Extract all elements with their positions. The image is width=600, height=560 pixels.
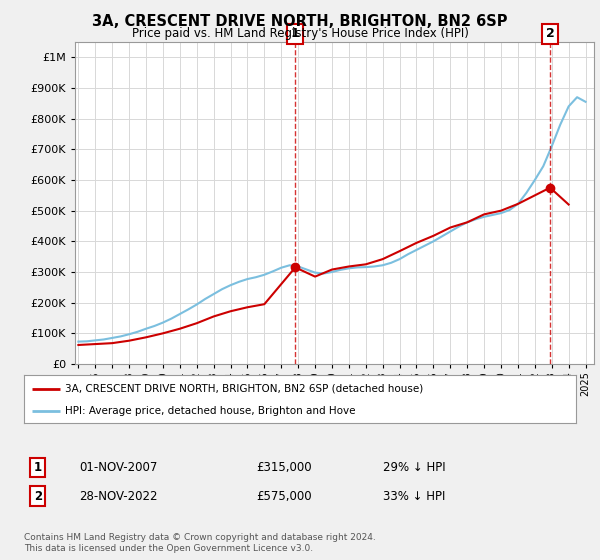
Text: Contains HM Land Registry data © Crown copyright and database right 2024.
This d: Contains HM Land Registry data © Crown c… [24, 533, 376, 553]
Text: 01-NOV-2007: 01-NOV-2007 [79, 461, 158, 474]
Text: £575,000: £575,000 [256, 489, 311, 503]
Text: 33% ↓ HPI: 33% ↓ HPI [383, 489, 445, 503]
Text: 28-NOV-2022: 28-NOV-2022 [79, 489, 158, 503]
Text: 29% ↓ HPI: 29% ↓ HPI [383, 461, 445, 474]
Text: 3A, CRESCENT DRIVE NORTH, BRIGHTON, BN2 6SP: 3A, CRESCENT DRIVE NORTH, BRIGHTON, BN2 … [92, 14, 508, 29]
Text: 2: 2 [34, 489, 42, 503]
Text: 1: 1 [34, 461, 42, 474]
Text: 3A, CRESCENT DRIVE NORTH, BRIGHTON, BN2 6SP (detached house): 3A, CRESCENT DRIVE NORTH, BRIGHTON, BN2 … [65, 384, 424, 394]
Text: 1: 1 [291, 27, 299, 40]
Text: Price paid vs. HM Land Registry's House Price Index (HPI): Price paid vs. HM Land Registry's House … [131, 27, 469, 40]
Text: HPI: Average price, detached house, Brighton and Hove: HPI: Average price, detached house, Brig… [65, 406, 356, 416]
Text: 2: 2 [545, 27, 554, 40]
Text: £315,000: £315,000 [256, 461, 311, 474]
